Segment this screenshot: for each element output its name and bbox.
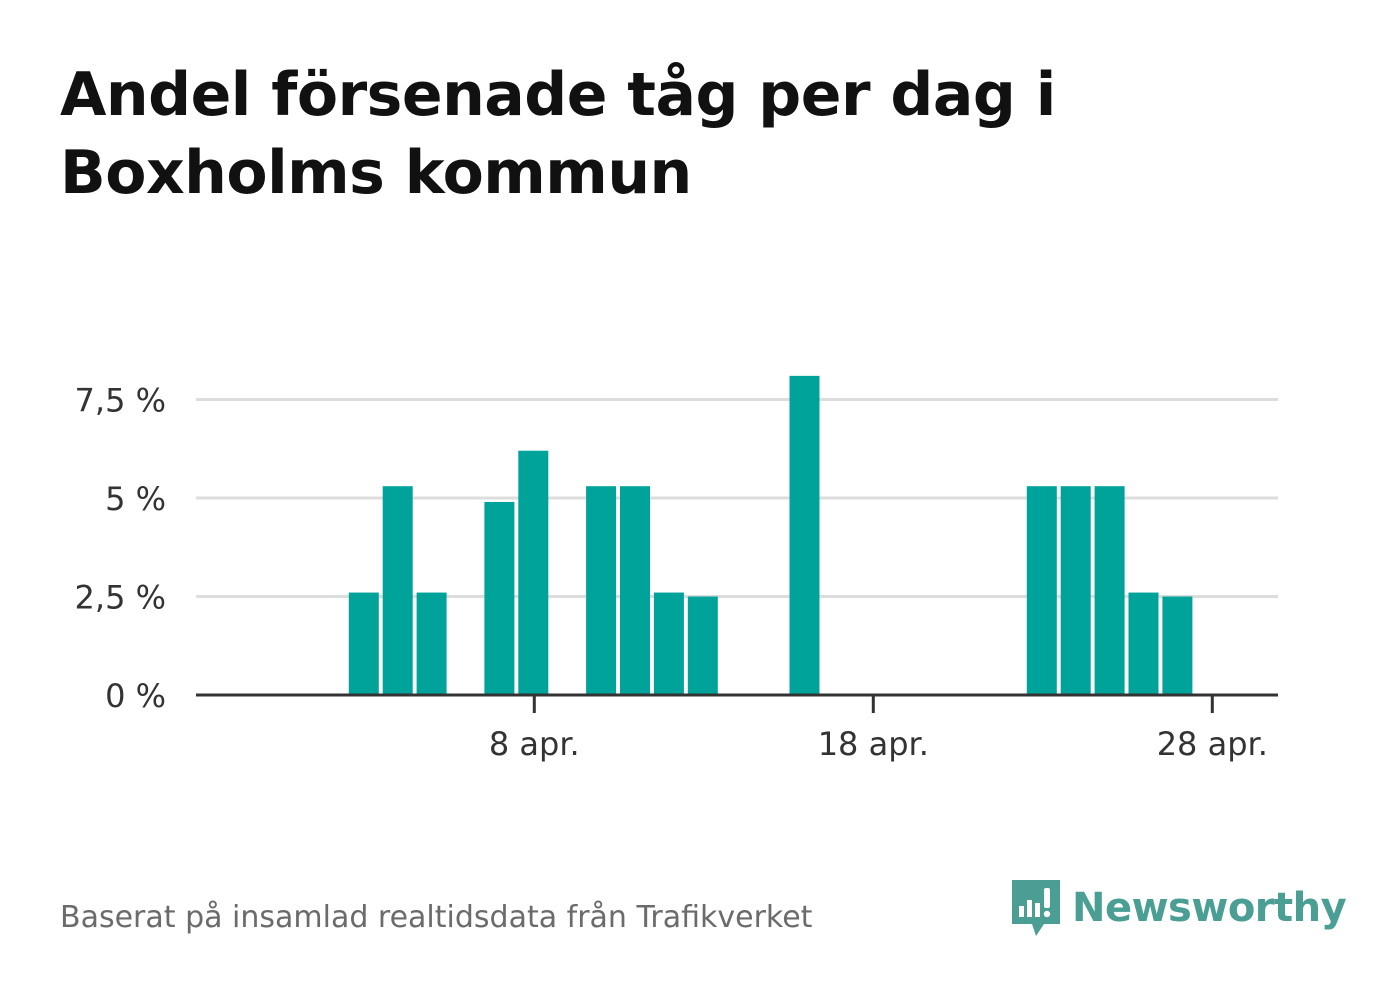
bar-chart: 0 % 2,5 % 5 % 7,5 % 8 apr. 18 apr. 28 apr.	[75, 375, 1278, 763]
bar	[484, 501, 515, 695]
y-tick-label: 5 %	[105, 480, 166, 518]
bar	[789, 375, 820, 695]
chart-title: Andel försenade tåg per dag i Boxholms k…	[60, 56, 1160, 212]
newsworthy-logo[interactable]: Newsworthy	[1010, 878, 1347, 938]
bar	[687, 596, 718, 695]
y-tick-label: 0 %	[105, 677, 166, 715]
bar	[1094, 486, 1125, 695]
x-tick-label: 18 apr.	[818, 725, 929, 763]
source-note: Baserat på insamlad realtidsdata från Tr…	[60, 900, 813, 935]
x-tick-label: 8 apr.	[489, 725, 580, 763]
chart-title-line1: Andel försenade tåg per dag i	[60, 60, 1056, 130]
y-tick-label: 2,5 %	[75, 579, 166, 617]
x-tick-label: 28 apr.	[1157, 725, 1268, 763]
bar	[586, 486, 617, 695]
bar	[416, 592, 447, 695]
bar-chart-speech-bubble-icon	[1012, 880, 1060, 936]
bar	[1026, 486, 1057, 695]
bar	[620, 486, 650, 695]
y-tick-label: 7,5 %	[75, 382, 166, 420]
chart-title-line2: Boxholms kommun	[60, 138, 692, 208]
bar	[518, 450, 549, 695]
bar	[1060, 486, 1091, 695]
bar	[382, 486, 413, 695]
bar	[1128, 592, 1159, 695]
bar	[653, 592, 684, 695]
brand-name: Newsworthy	[1072, 885, 1347, 931]
bar	[348, 592, 379, 695]
bars	[348, 375, 1193, 695]
axes: 0 % 2,5 % 5 % 7,5 % 8 apr. 18 apr. 28 apr.	[75, 382, 1278, 763]
bar	[1162, 596, 1193, 695]
